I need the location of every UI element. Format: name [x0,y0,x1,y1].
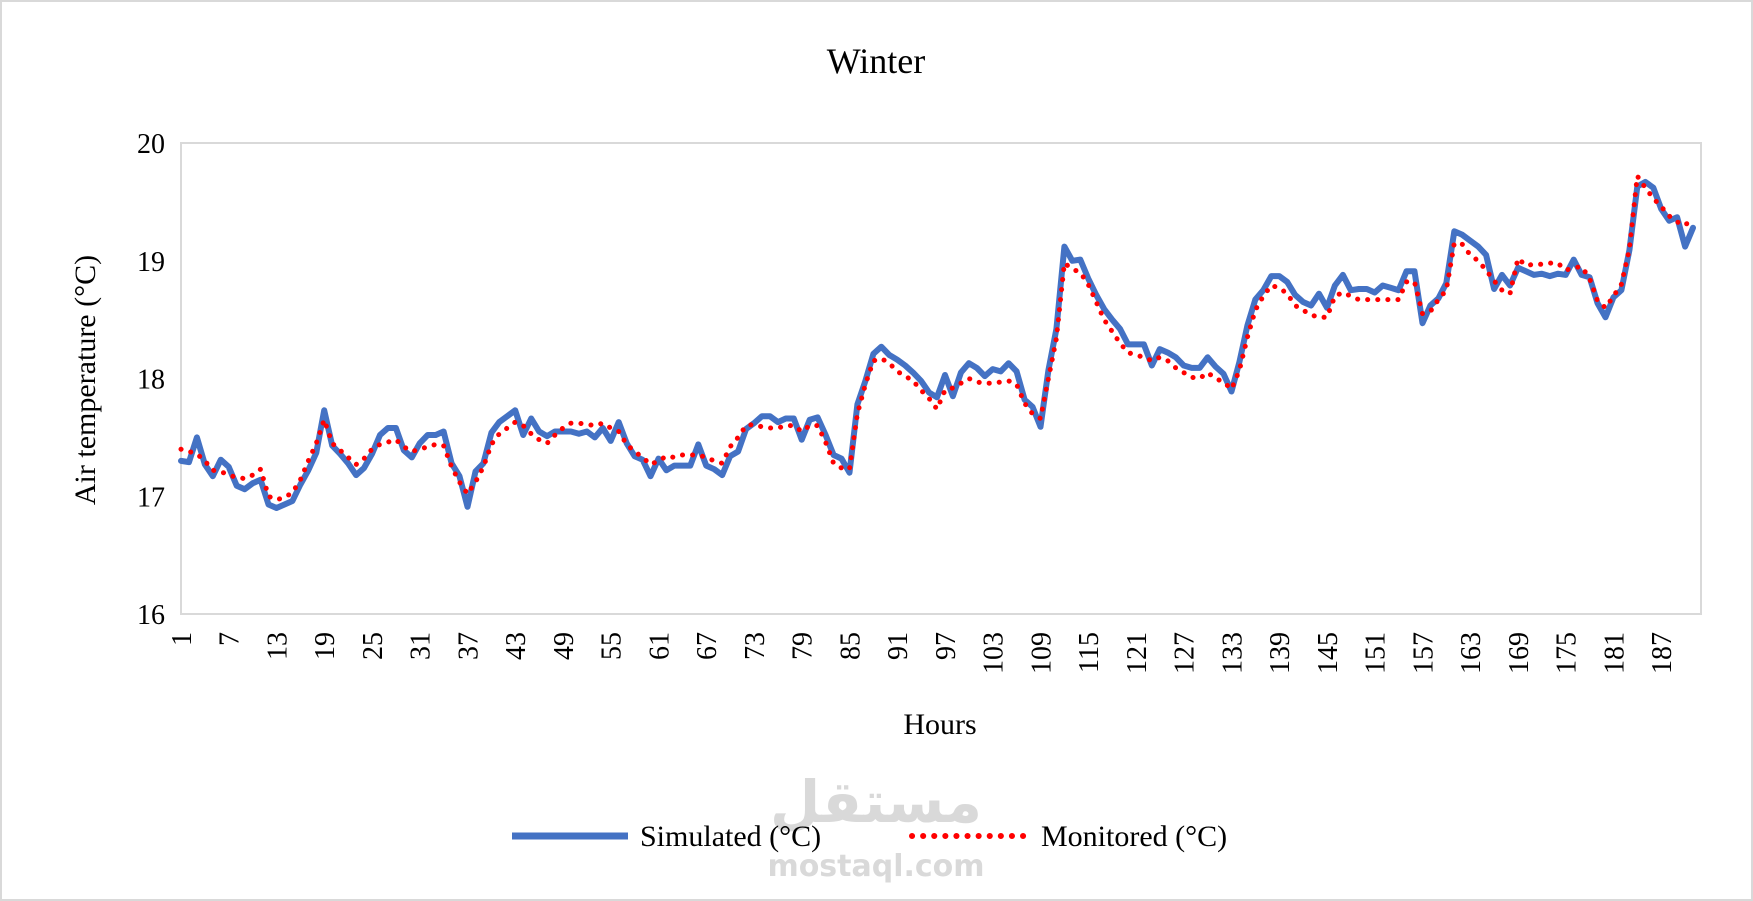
x-tick-label: 151 [1361,632,1392,674]
watermark-arabic: مستقل [770,768,982,836]
x-tick-label: 25 [358,632,389,660]
series-layer [178,173,1696,511]
x-tick-label: 61 [644,632,675,660]
x-axis-title: Hours [903,708,976,741]
y-tick-label: 20 [137,129,165,160]
y-axis-title: Air temperature (°C) [69,255,102,505]
x-tick-label: 109 [1026,632,1057,674]
x-tick-label: 13 [262,632,293,660]
legend-label-monitored: Monitored (°C) [1041,820,1227,853]
series-line-monitored [178,173,1696,503]
x-tick-label: 187 [1647,632,1678,674]
y-axis-ticks: 16 17 18 19 20 [137,129,165,631]
x-tick-label: 163 [1456,632,1487,674]
x-tick-label: 19 [310,632,341,660]
x-tick-label: 157 [1408,632,1439,674]
x-tick-label: 133 [1217,632,1248,674]
x-tick-label: 85 [835,632,866,660]
x-tick-label: 55 [597,632,628,660]
x-tick-label: 79 [788,632,819,660]
x-tick-label: 43 [501,632,532,660]
x-tick-label: 181 [1599,632,1630,674]
chart-title: Winter [827,41,926,81]
y-tick-label: 17 [137,482,165,513]
x-tick-label: 97 [931,632,962,660]
x-tick-label: 49 [549,632,580,660]
watermark-latin: mostaql.com [767,849,984,884]
x-tick-label: 115 [1074,632,1105,673]
x-tick-label: 7 [215,632,246,646]
y-tick-label: 16 [137,600,165,631]
x-tick-label: 37 [453,632,484,660]
x-tick-label: 139 [1265,632,1296,674]
plot-area [180,142,1702,615]
x-tick-label: 145 [1313,632,1344,674]
x-tick-label: 1 [167,632,198,646]
x-tick-label: 127 [1170,632,1201,674]
x-tick-label: 31 [406,632,437,660]
x-tick-label: 91 [883,632,914,660]
x-tick-label: 169 [1504,632,1535,674]
x-tick-label: 103 [979,632,1010,674]
legend: Simulated (°C) Monitored (°C) [512,820,1227,853]
watermark-logo: مستقل mostaql.com [767,768,984,884]
x-tick-label: 73 [740,632,771,660]
legend-label-simulated: Simulated (°C) [640,820,821,853]
x-tick-label: 121 [1122,632,1153,674]
x-axis-ticks: 1 7 13 19 25 31 37 43 49 55 61 67 73 79 85 91 97 103 109 11… [167,632,1678,674]
y-tick-label: 18 [137,365,165,396]
x-tick-label: 67 [692,632,723,660]
y-tick-label: 19 [137,247,165,278]
x-tick-label: 175 [1552,632,1583,674]
